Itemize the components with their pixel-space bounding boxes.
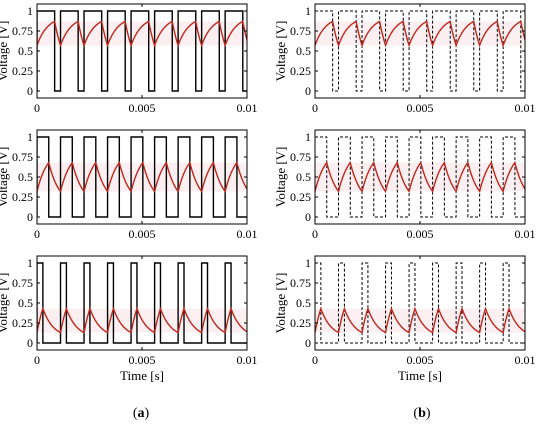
x-tick-label: 0.005	[129, 353, 156, 367]
square-wave-line	[37, 262, 247, 344]
y-tick-label: 1	[305, 4, 311, 18]
y-tick-label: 0.75	[290, 150, 311, 164]
output-voltage-line	[37, 160, 247, 194]
chart-panel-a2: 0 0.25 0.5 0.75 1 0 0.005 0.01 Voltage [V]	[0, 129, 258, 241]
chart-panel-b3: 0 0.25 0.5 0.75 1 0 0.005 0.01 Voltage [V] Time […	[273, 255, 536, 383]
x-tick-label: 0.01	[515, 101, 536, 115]
square-wave-line	[315, 136, 525, 218]
output-envelope	[37, 21, 247, 46]
chart-panel-b2: 0 0.25 0.5 0.75 1 0 0.005 0.01 Voltage [V]	[273, 129, 536, 241]
output-voltage-line	[37, 20, 247, 48]
y-tick-label: 0.5	[296, 296, 311, 310]
y-axis-title: Voltage [V]	[273, 273, 288, 334]
x-tick-label: 0.01	[237, 227, 258, 241]
square-wave-line	[315, 10, 525, 92]
plot-area	[37, 262, 247, 344]
x-tick-label: 0.005	[407, 101, 434, 115]
x-tick-label: 0	[312, 227, 318, 241]
y-tick-label: 0.5	[18, 296, 33, 310]
x-tick-label: 0.01	[515, 227, 536, 241]
y-tick-label: 0.25	[12, 190, 33, 204]
chart-panel-b1: 0 0.25 0.5 0.75 1 0 0.005 0.01 Voltage [V]	[273, 3, 536, 115]
y-axis-title: Voltage [V]	[273, 21, 288, 82]
y-tick-label: 0.25	[290, 190, 311, 204]
x-tick-label: 0.005	[129, 227, 156, 241]
y-tick-label: 0.75	[12, 24, 33, 38]
y-tick-label: 1	[305, 130, 311, 144]
y-axis-title: Voltage [V]	[273, 147, 288, 208]
x-tick-label: 0.01	[515, 353, 536, 367]
x-tick-label: 0	[312, 101, 318, 115]
output-voltage-line	[37, 306, 247, 334]
plot-area	[315, 10, 525, 92]
axes-frame	[36, 255, 248, 351]
plot-area	[315, 136, 525, 218]
caption-b: (b)	[413, 406, 430, 421]
axes-frame	[314, 3, 526, 99]
y-tick-label: 0.5	[18, 170, 33, 184]
plot-area	[37, 136, 247, 218]
y-tick-label: 0.5	[296, 44, 311, 58]
plot-area	[37, 10, 247, 92]
output-envelope	[315, 21, 525, 46]
output-envelope	[315, 162, 525, 192]
y-tick-label: 0.75	[290, 24, 311, 38]
square-wave-line	[37, 136, 247, 218]
y-tick-label: 1	[27, 4, 33, 18]
y-tick-label: 0	[305, 336, 311, 350]
y-tick-label: 0	[305, 84, 311, 98]
x-axis-title: Time [s]	[398, 368, 442, 383]
y-tick-label: 0	[27, 336, 33, 350]
x-tick-label: 0.005	[129, 101, 156, 115]
y-axis-title: Voltage [V]	[0, 21, 10, 82]
output-voltage-line	[315, 160, 525, 194]
y-axis-title: Voltage [V]	[0, 273, 10, 334]
y-tick-label: 0	[27, 84, 33, 98]
y-tick-label: 0.25	[12, 64, 33, 78]
x-tick-label: 0.01	[237, 101, 258, 115]
x-tick-label: 0	[34, 227, 40, 241]
axes-frame	[314, 255, 526, 351]
y-tick-label: 0	[305, 210, 311, 224]
y-tick-label: 0	[27, 210, 33, 224]
y-tick-label: 0.75	[290, 276, 311, 290]
x-tick-label: 0.005	[407, 353, 434, 367]
y-tick-label: 0.25	[290, 316, 311, 330]
x-tick-label: 0	[312, 353, 318, 367]
output-voltage-line	[315, 306, 525, 334]
y-tick-label: 0.75	[12, 276, 33, 290]
axes-frame	[36, 3, 248, 99]
caption-a: (a)	[133, 406, 150, 421]
y-tick-label: 0.25	[290, 64, 311, 78]
x-tick-label: 0	[34, 353, 40, 367]
y-tick-label: 1	[305, 256, 311, 270]
y-tick-label: 0.5	[296, 170, 311, 184]
y-tick-label: 0.75	[12, 150, 33, 164]
x-tick-label: 0	[34, 101, 40, 115]
plot-area	[315, 262, 525, 344]
y-tick-label: 0.25	[12, 316, 33, 330]
output-voltage-line	[315, 20, 525, 48]
chart-panel-a1: 0 0.25 0.5 0.75 1 0 0.005 0.01 Voltage [V]	[0, 3, 258, 115]
y-tick-label: 1	[27, 130, 33, 144]
square-wave-line	[37, 10, 247, 92]
y-tick-label: 0.5	[18, 44, 33, 58]
x-axis-title: Time [s]	[120, 368, 164, 383]
y-axis-title: Voltage [V]	[0, 147, 10, 208]
output-envelope	[37, 162, 247, 192]
x-tick-label: 0.01	[237, 353, 258, 367]
y-tick-label: 1	[27, 256, 33, 270]
x-tick-label: 0.005	[407, 227, 434, 241]
chart-panel-a3: 0 0.25 0.5 0.75 1 0 0.005 0.01 Voltage [V] Time […	[0, 255, 258, 383]
